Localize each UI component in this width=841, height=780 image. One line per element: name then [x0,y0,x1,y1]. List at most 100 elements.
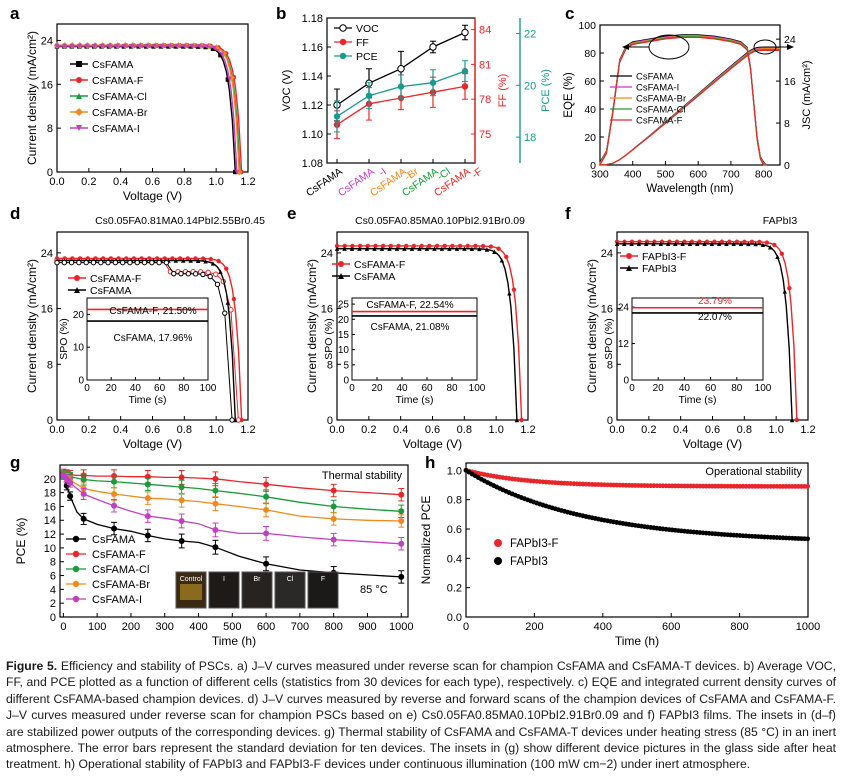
data-point [697,239,702,244]
y-tick-label: 0 [50,612,56,624]
data-point [379,246,385,251]
data-point [411,243,417,249]
data-point [450,243,455,249]
inset-y-tick-label: 20 [338,315,350,326]
data-point [205,269,211,276]
data-point [212,45,217,51]
y-tick-label: 16 [41,304,53,316]
x-tick-label: 0.8 [457,424,472,436]
panel-label-h: h [425,453,436,472]
x-tick-label: 0.8 [177,176,192,188]
data-point [203,259,208,264]
x-axis-label: Voltage (V) [123,189,182,203]
legend-marker [74,287,80,293]
data-point [342,246,347,251]
x-tick-label: 200 [122,621,140,633]
panel-label-g: g [10,453,21,472]
data-point [233,169,238,175]
data-point [159,43,165,49]
data-point [178,497,185,504]
arrow-head [622,44,629,50]
y-tick-label-ff: 75 [479,129,491,141]
data-point [427,243,432,249]
data-point [197,43,202,49]
panel-label-b: b [276,4,287,23]
data-point [178,474,185,481]
data-point [61,259,67,266]
data-point [137,43,142,49]
data-point [112,259,119,266]
data-point [208,256,214,262]
x-tick-label: 0.2 [81,176,96,188]
panel-label-c: c [565,4,575,23]
device-photo-label: Cl [287,576,294,583]
legend-label: PCE [356,51,378,63]
arrow-head [787,44,794,50]
data-point [334,243,340,249]
x-tick-label: 400 [624,169,642,181]
data-point [330,503,337,510]
legend-label: FF [356,37,369,49]
data-point [658,241,663,247]
x-tick-label: 0.4 [673,424,688,436]
y-tick-label: 0.8 [447,495,462,507]
legend-marker [626,253,632,259]
y-tick-label: 0.0 [447,612,462,624]
inset-x-tick-label: 40 [396,383,408,394]
x-tick-label: 1000 [389,621,413,633]
data-point [171,270,177,277]
data-point [364,246,370,251]
data-point [673,241,678,247]
x-axis-label: Voltage (V) [123,437,182,451]
data-point [753,241,758,247]
data-point [216,258,221,264]
data-point [185,256,190,261]
device-photo-label: Br [254,576,262,583]
data-point [695,241,700,247]
data-point [181,258,186,263]
data-point [622,241,627,247]
x-tick-label: 300 [591,169,609,181]
data-point [504,254,509,260]
y-tick-label: 0 [607,415,613,427]
inset-y-tick-label: 5 [343,360,349,371]
inset-y-label: SPO (%) [58,318,70,359]
jsc-curve-CsFAMA-Cl [599,48,780,166]
data-point [469,246,475,251]
y-tick-label: 8 [47,359,53,371]
data-point [134,259,140,266]
jv-curve-CsFAMA-Cl [57,45,241,173]
data-point [477,246,482,252]
y-tick-label: 24 [601,248,613,260]
y-tick-label: 14 [44,515,56,527]
data-point [122,43,127,49]
data-point [742,239,747,244]
y-tick-label: 0 [47,167,53,179]
data-point [731,241,736,247]
data-point [488,244,494,249]
data-point [519,417,524,423]
x-tick-label: 0 [463,621,469,633]
y-tick-label: 24 [321,248,333,260]
y-tick-label: 20 [584,132,596,144]
panel-title: Operational stability [705,466,802,478]
data-point [63,475,70,482]
data-point [716,241,722,247]
data-point [193,256,198,261]
data-point [83,259,89,266]
data-point [461,83,469,90]
legend-label: CsFAMA [90,285,131,297]
data-point [365,243,370,249]
legend-label: CsFAMA-Br [92,107,148,119]
data-point [229,417,235,423]
data-point [461,67,469,75]
data-point [682,239,687,244]
caption-label: Figure 5. [6,659,58,673]
x-tick-label: 0.0 [49,424,64,436]
x-tick-label: 0.4 [113,176,128,188]
data-point [702,241,707,247]
data-point [334,246,340,251]
data-point [760,242,766,247]
data-point [727,239,732,244]
y-tick-label: 12 [44,529,56,541]
